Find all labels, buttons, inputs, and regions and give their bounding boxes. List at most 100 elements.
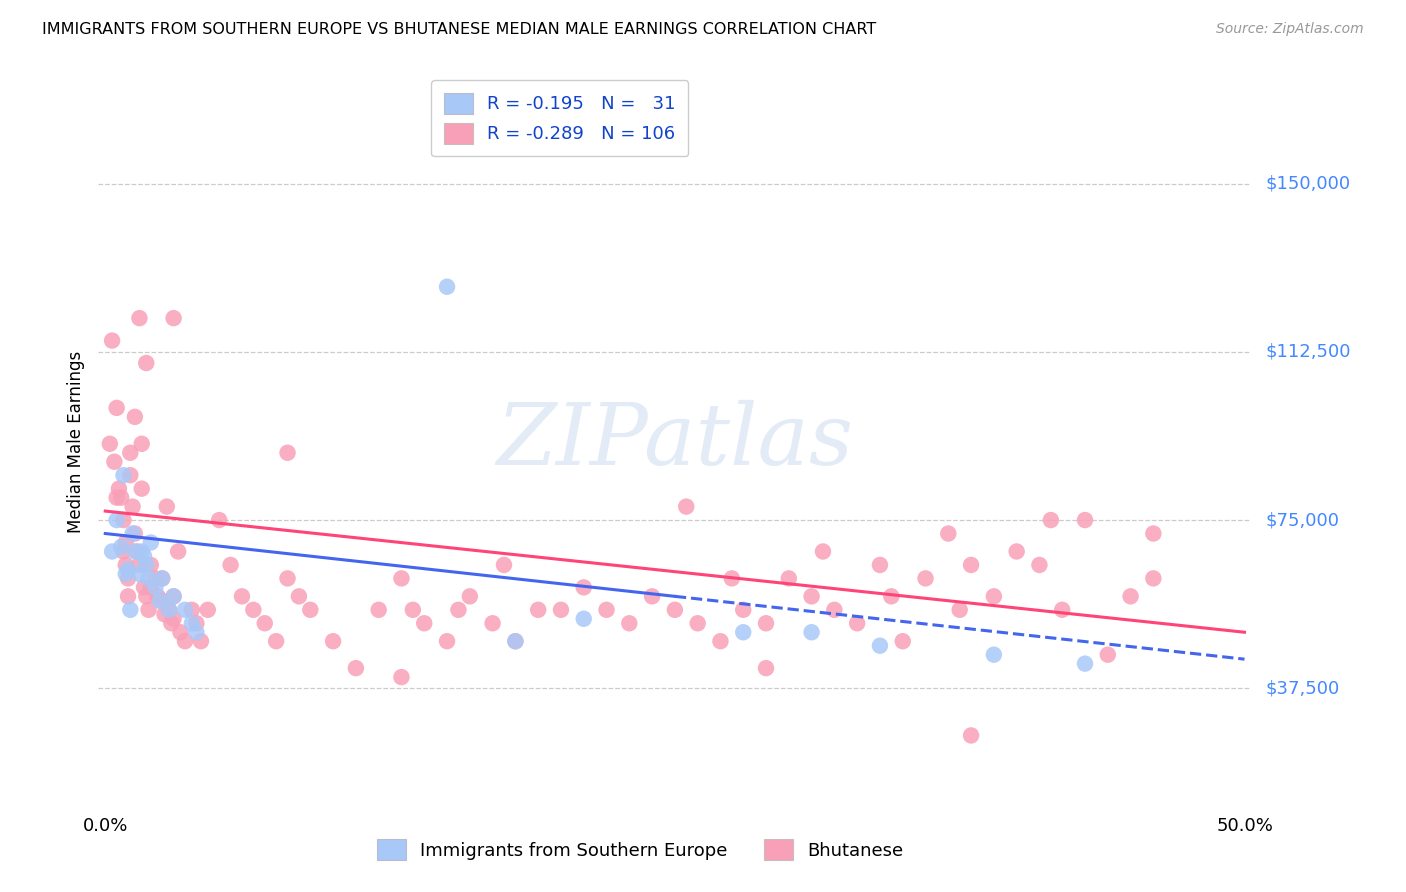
Point xyxy=(960,558,983,572)
Point xyxy=(174,634,197,648)
Point xyxy=(128,566,150,581)
Point xyxy=(505,634,527,648)
Point xyxy=(811,544,834,558)
Point xyxy=(162,590,184,604)
Point xyxy=(664,603,686,617)
Text: IMMIGRANTS FROM SOUTHERN EUROPE VS BHUTANESE MEDIAN MALE EARNINGS CORRELATION CH: IMMIGRANTS FROM SOUTHERN EUROPE VS BHUTA… xyxy=(42,22,876,37)
Point xyxy=(1050,603,1073,617)
Point xyxy=(322,634,344,648)
Point xyxy=(139,535,162,549)
Point xyxy=(914,571,936,585)
Point xyxy=(492,558,515,572)
Point xyxy=(139,580,162,594)
Point xyxy=(1142,526,1164,541)
Point xyxy=(505,634,527,648)
Point xyxy=(124,544,146,558)
Point xyxy=(105,401,128,415)
Point xyxy=(527,603,550,617)
Point xyxy=(110,540,132,554)
Point xyxy=(458,590,481,604)
Point xyxy=(550,603,572,617)
Text: $75,000: $75,000 xyxy=(1265,511,1340,529)
Point xyxy=(139,558,162,572)
Text: Source: ZipAtlas.com: Source: ZipAtlas.com xyxy=(1216,22,1364,37)
Point xyxy=(1005,544,1028,558)
Point xyxy=(132,580,155,594)
Point xyxy=(169,625,191,640)
Point xyxy=(124,526,146,541)
Point xyxy=(391,571,413,585)
Point xyxy=(190,634,212,648)
Point xyxy=(242,603,264,617)
Point xyxy=(436,634,458,648)
Point xyxy=(344,661,367,675)
Point xyxy=(121,526,143,541)
Point xyxy=(800,625,823,640)
Point xyxy=(180,616,202,631)
Point xyxy=(1074,513,1097,527)
Point xyxy=(101,544,124,558)
Point xyxy=(135,590,157,604)
Point xyxy=(367,603,389,617)
Point xyxy=(1039,513,1062,527)
Point xyxy=(1119,590,1142,604)
Point xyxy=(891,634,914,648)
Point xyxy=(131,482,153,496)
Point xyxy=(733,625,755,640)
Point xyxy=(150,571,173,585)
Point xyxy=(112,513,135,527)
Point xyxy=(146,590,169,604)
Point xyxy=(114,535,136,549)
Point xyxy=(117,590,139,604)
Point xyxy=(960,728,983,742)
Point xyxy=(105,491,128,505)
Point xyxy=(145,580,167,594)
Point xyxy=(709,634,731,648)
Point xyxy=(572,580,595,594)
Point xyxy=(117,571,139,585)
Point xyxy=(138,571,160,585)
Point xyxy=(253,616,276,631)
Point xyxy=(436,279,458,293)
Point xyxy=(619,616,641,631)
Point xyxy=(145,571,167,585)
Point xyxy=(391,670,413,684)
Point xyxy=(105,513,128,527)
Point xyxy=(131,437,153,451)
Point xyxy=(983,590,1005,604)
Point xyxy=(208,513,231,527)
Point xyxy=(755,616,778,631)
Point xyxy=(800,590,823,604)
Point xyxy=(108,482,131,496)
Point xyxy=(277,571,299,585)
Point xyxy=(778,571,800,585)
Point xyxy=(117,562,139,576)
Point xyxy=(112,544,135,558)
Point xyxy=(128,558,150,572)
Point xyxy=(153,607,176,622)
Point xyxy=(402,603,425,617)
Point xyxy=(186,625,208,640)
Point xyxy=(299,603,322,617)
Point xyxy=(120,446,142,460)
Point xyxy=(186,616,208,631)
Point xyxy=(675,500,697,514)
Point xyxy=(641,590,664,604)
Point xyxy=(162,590,184,604)
Point xyxy=(481,616,503,631)
Point xyxy=(197,603,219,617)
Point xyxy=(823,603,845,617)
Point xyxy=(120,603,142,617)
Point xyxy=(114,566,136,581)
Point xyxy=(157,603,180,617)
Point xyxy=(124,409,146,424)
Point xyxy=(288,590,311,604)
Point xyxy=(162,612,184,626)
Point xyxy=(162,311,184,326)
Point xyxy=(114,558,136,572)
Point xyxy=(231,590,253,604)
Point xyxy=(1074,657,1097,671)
Point xyxy=(180,603,202,617)
Point xyxy=(132,549,155,563)
Point xyxy=(101,334,124,348)
